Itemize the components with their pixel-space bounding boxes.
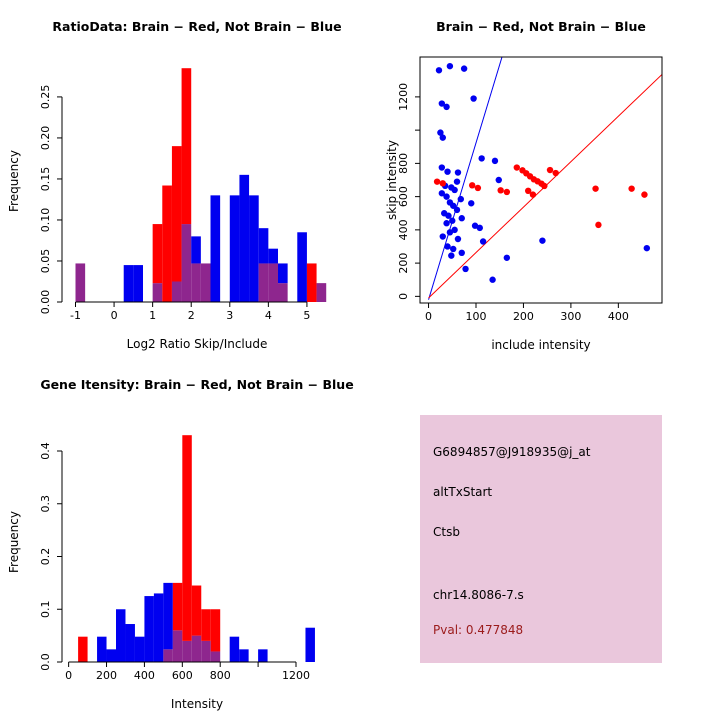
svg-text:600: 600 — [397, 186, 410, 207]
svg-text:0: 0 — [65, 669, 72, 682]
svg-text:Frequency: Frequency — [7, 150, 21, 212]
probe-id-text: G6894857@J918935@j_at — [433, 445, 591, 459]
svg-text:200: 200 — [513, 310, 534, 323]
svg-text:400: 400 — [397, 219, 410, 240]
bars-group — [78, 435, 315, 662]
svg-text:-1: -1 — [70, 309, 81, 322]
svg-text:600: 600 — [172, 669, 193, 682]
svg-text:800: 800 — [397, 153, 410, 174]
axis-group — [57, 96, 308, 307]
event-type-text: altTxStart — [433, 485, 493, 499]
svg-text:400: 400 — [608, 310, 629, 323]
bars-group — [75, 68, 327, 302]
svg-text:0.10: 0.10 — [39, 208, 52, 233]
pval-text: Pval: 0.477848 — [433, 623, 524, 637]
svg-text:0: 0 — [111, 309, 118, 322]
svg-text:200: 200 — [397, 253, 410, 274]
svg-text:0.1: 0.1 — [39, 601, 52, 619]
q-bl-chart-svg: 0 200 400 600 800 1200 0.0 0.1 0.2 0.3 0.4 Gene Ite… — [7, 377, 354, 711]
gene-name-text: Ctsb — [433, 525, 460, 539]
svg-text:200: 200 — [96, 669, 117, 682]
q-tl-chart-svg: -1 0 1 2 3 4 5 0.00 0.05 0.10 0.15 0.20 0.25 RatioDat… — [7, 19, 342, 351]
svg-text:0: 0 — [397, 293, 410, 300]
intensity-scatter-panel: 0 100 200 300 400 0 200 400 600 800 1200 Brain − Re… — [360, 0, 720, 360]
svg-text:1200: 1200 — [282, 669, 310, 682]
svg-text:Intensity: Intensity — [171, 697, 223, 711]
svg-text:0.15: 0.15 — [39, 167, 52, 192]
svg-text:0.4: 0.4 — [39, 442, 52, 460]
svg-text:RatioData: Brain − Red, Not Br: RatioData: Brain − Red, Not Brain − Blue — [52, 19, 341, 34]
svg-text:4: 4 — [265, 309, 272, 322]
svg-text:1200: 1200 — [397, 83, 410, 111]
svg-text:Frequency: Frequency — [7, 511, 21, 573]
svg-text:include intensity: include intensity — [491, 338, 590, 352]
location-text: chr14.8086-7.s — [433, 588, 524, 602]
svg-text:0: 0 — [425, 310, 432, 323]
svg-text:0.0: 0.0 — [39, 653, 52, 671]
svg-text:1: 1 — [149, 309, 156, 322]
axis-group — [57, 450, 297, 667]
axis-group — [415, 96, 619, 308]
svg-text:0.25: 0.25 — [39, 85, 52, 110]
ratio-histogram-panel: -1 0 1 2 3 4 5 0.00 0.05 0.10 0.15 0.20 0.25 RatioDat… — [0, 0, 360, 360]
svg-text:0.2: 0.2 — [39, 548, 52, 566]
svg-text:Log2 Ratio Skip/Include: Log2 Ratio Skip/Include — [127, 337, 268, 351]
svg-text:Brain − Red, Not Brain − Blue: Brain − Red, Not Brain − Blue — [436, 19, 646, 34]
fit-lines-group — [428, 57, 662, 300]
svg-text:0.00: 0.00 — [39, 290, 52, 315]
svg-text:0.05: 0.05 — [39, 249, 52, 274]
info-panel: G6894857@J918935@j_at altTxStart Ctsb ch… — [360, 360, 720, 720]
q-tr-chart-svg: 0 100 200 300 400 0 200 400 600 800 1200 Brain − Re… — [385, 19, 663, 352]
points-group — [433, 62, 651, 283]
svg-text:0.20: 0.20 — [39, 126, 52, 151]
svg-text:0.3: 0.3 — [39, 495, 52, 513]
info-box: G6894857@J918935@j_at altTxStart Ctsb ch… — [420, 415, 662, 663]
svg-text:5: 5 — [303, 309, 310, 322]
svg-text:Gene Itensity: Brain − Red, No: Gene Itensity: Brain − Red, Not Brain − … — [40, 377, 353, 392]
svg-text:400: 400 — [134, 669, 155, 682]
gene-histogram-panel: 0 200 400 600 800 1200 0.0 0.1 0.2 0.3 0.4 Gene Ite… — [0, 360, 360, 720]
svg-text:2: 2 — [188, 309, 195, 322]
svg-text:300: 300 — [560, 310, 581, 323]
svg-text:skip intensity: skip intensity — [385, 140, 399, 220]
svg-text:3: 3 — [226, 309, 233, 322]
svg-text:800: 800 — [210, 669, 231, 682]
svg-text:100: 100 — [465, 310, 486, 323]
